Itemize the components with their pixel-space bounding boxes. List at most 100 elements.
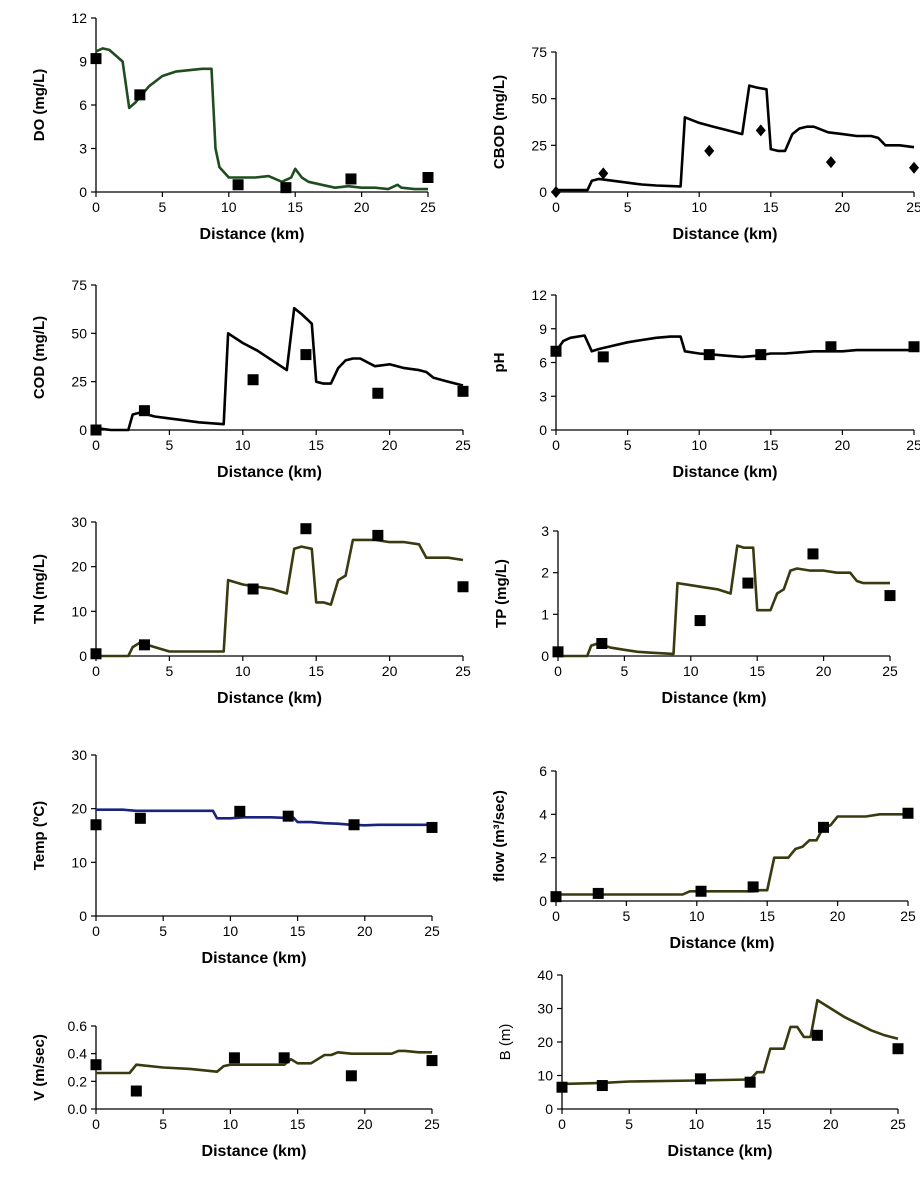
x-tick-label: 0 bbox=[92, 663, 100, 679]
y-tick-label: 2 bbox=[541, 565, 549, 581]
y-tick-label: 10 bbox=[71, 603, 87, 619]
observed-point bbox=[248, 584, 259, 595]
observed-point bbox=[903, 808, 914, 819]
x-tick-label: 0 bbox=[552, 437, 560, 453]
observed-point bbox=[909, 341, 920, 352]
y-tick-label: 3 bbox=[541, 523, 549, 539]
y-tick-label: 0.0 bbox=[68, 1101, 88, 1117]
x-axis-label: Distance (km) bbox=[217, 464, 322, 481]
x-tick-label: 5 bbox=[159, 923, 167, 939]
y-tick-label: 75 bbox=[71, 277, 87, 293]
observed-point bbox=[551, 346, 562, 357]
x-tick-label: 15 bbox=[290, 1116, 306, 1132]
x-tick-label: 10 bbox=[223, 1116, 239, 1132]
observed-point bbox=[696, 886, 707, 897]
observed-point bbox=[91, 425, 102, 436]
y-axis-label: B (m) bbox=[497, 1024, 514, 1061]
x-tick-label: 0 bbox=[92, 437, 100, 453]
x-tick-label: 25 bbox=[455, 663, 471, 679]
model-line bbox=[562, 1000, 898, 1084]
observed-point bbox=[812, 1030, 823, 1041]
observed-point bbox=[346, 1070, 357, 1081]
y-tick-label: 0 bbox=[539, 422, 547, 438]
x-tick-label: 20 bbox=[823, 1116, 839, 1132]
observed-point bbox=[300, 349, 311, 360]
x-tick-label: 10 bbox=[689, 1116, 705, 1132]
y-tick-label: 0 bbox=[79, 422, 87, 438]
chart-panel: 0 5 10 15 20 25 0 2 4 6 Distance (km) flow (m³/sec) bbox=[491, 763, 916, 952]
chart-panel: 0 5 10 15 20 25 0.0 0.2 0.4 0.6 Distance (km) V (m/… bbox=[31, 1018, 440, 1160]
observed-point bbox=[909, 162, 919, 174]
x-tick-label: 10 bbox=[223, 923, 239, 939]
y-tick-label: 12 bbox=[71, 10, 87, 26]
y-axis-label: CBOD (mg/L) bbox=[491, 75, 508, 169]
x-axis-label: Distance (km) bbox=[673, 464, 778, 481]
observed-point bbox=[825, 341, 836, 352]
x-axis-label: Distance (km) bbox=[217, 690, 322, 707]
y-tick-label: 4 bbox=[539, 806, 547, 822]
x-tick-label: 20 bbox=[835, 199, 851, 215]
observed-point bbox=[755, 349, 766, 360]
x-tick-label: 20 bbox=[382, 663, 398, 679]
y-tick-label: 20 bbox=[71, 559, 87, 575]
x-tick-label: 20 bbox=[382, 437, 398, 453]
observed-point bbox=[818, 822, 829, 833]
observed-point bbox=[427, 1055, 438, 1066]
observed-point bbox=[551, 186, 561, 198]
chart-panel: 0 5 10 15 20 25 0 10 20 30 Distance (km) TN (mg/L) bbox=[31, 514, 471, 707]
observed-point bbox=[423, 172, 434, 183]
x-tick-label: 20 bbox=[816, 663, 832, 679]
y-tick-label: 0 bbox=[539, 184, 547, 200]
y-axis-label: TP (mg/L) bbox=[493, 559, 510, 628]
x-axis-label: Distance (km) bbox=[668, 1143, 773, 1160]
x-tick-label: 15 bbox=[756, 1116, 772, 1132]
observed-point bbox=[139, 405, 150, 416]
model-line bbox=[96, 1051, 432, 1073]
x-tick-label: 15 bbox=[290, 923, 306, 939]
observed-point bbox=[134, 89, 145, 100]
x-tick-label: 0 bbox=[552, 199, 560, 215]
y-tick-label: 1 bbox=[541, 606, 549, 622]
model-line bbox=[556, 86, 914, 191]
y-tick-label: 25 bbox=[71, 374, 87, 390]
y-axis-label: TN (mg/L) bbox=[31, 554, 48, 624]
x-tick-label: 0 bbox=[558, 1116, 566, 1132]
observed-point bbox=[345, 173, 356, 184]
y-tick-label: 6 bbox=[539, 763, 547, 779]
y-tick-label: 50 bbox=[531, 91, 547, 107]
observed-point bbox=[300, 523, 311, 534]
y-tick-label: 3 bbox=[539, 388, 547, 404]
x-tick-label: 20 bbox=[357, 1116, 373, 1132]
x-tick-label: 10 bbox=[689, 908, 705, 924]
observed-point bbox=[91, 1059, 102, 1070]
x-tick-label: 15 bbox=[763, 437, 779, 453]
x-tick-label: 20 bbox=[830, 908, 846, 924]
y-tick-label: 6 bbox=[79, 97, 87, 113]
observed-point bbox=[893, 1043, 904, 1054]
y-axis-label: DO (mg/L) bbox=[31, 69, 48, 142]
observed-point bbox=[91, 648, 102, 659]
x-tick-label: 20 bbox=[835, 437, 851, 453]
y-tick-label: 0 bbox=[539, 893, 547, 909]
y-tick-label: 6 bbox=[539, 355, 547, 371]
observed-point bbox=[458, 581, 469, 592]
x-tick-label: 10 bbox=[235, 437, 251, 453]
observed-point bbox=[597, 1080, 608, 1091]
y-tick-label: 20 bbox=[537, 1034, 553, 1050]
x-tick-label: 15 bbox=[759, 908, 775, 924]
x-tick-label: 25 bbox=[424, 923, 440, 939]
x-axis-label: Distance (km) bbox=[670, 935, 775, 952]
x-tick-label: 10 bbox=[221, 199, 237, 215]
x-tick-label: 25 bbox=[420, 199, 436, 215]
x-tick-label: 5 bbox=[625, 1116, 633, 1132]
observed-point bbox=[248, 374, 259, 385]
observed-point bbox=[280, 182, 291, 193]
observed-point bbox=[748, 881, 759, 892]
observed-point bbox=[427, 822, 438, 833]
x-tick-label: 10 bbox=[691, 437, 707, 453]
observed-point bbox=[807, 548, 818, 559]
observed-point bbox=[742, 578, 753, 589]
observed-point bbox=[372, 530, 383, 541]
x-tick-label: 0 bbox=[552, 908, 560, 924]
